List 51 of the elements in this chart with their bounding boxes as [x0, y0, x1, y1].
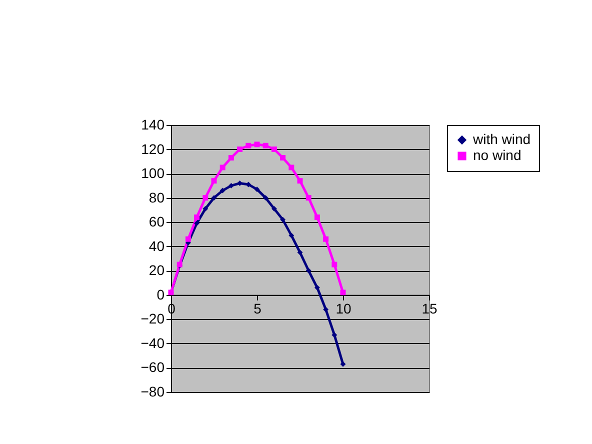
y-tick-label: −20 [140, 310, 165, 327]
point [202, 195, 208, 201]
legend-label: with wind [472, 131, 531, 147]
point [288, 164, 294, 170]
point [228, 155, 234, 161]
point [332, 262, 338, 268]
x-tick-label: 15 [422, 300, 438, 316]
point [211, 178, 217, 184]
point [202, 206, 208, 212]
point [194, 220, 200, 226]
y-tick-label: 80 [148, 189, 165, 206]
point [194, 214, 200, 220]
y-tick-label: −60 [140, 359, 165, 376]
point [220, 164, 226, 170]
point [297, 178, 303, 184]
y-tick-label: 60 [148, 214, 165, 230]
point [340, 290, 346, 296]
y-tick-label: 140 [141, 116, 165, 132]
legend-label: no wind [473, 147, 522, 163]
point [271, 146, 277, 152]
point [314, 284, 320, 290]
point [185, 236, 191, 242]
y-tick-label: 0 [156, 286, 165, 302]
point [306, 268, 312, 274]
point [254, 142, 260, 148]
point [297, 250, 303, 256]
point [323, 306, 329, 312]
point [314, 214, 320, 220]
point [332, 332, 338, 338]
y-tick-label: 40 [148, 238, 165, 254]
y-tick-label: 100 [141, 165, 165, 182]
point [262, 195, 268, 201]
point [262, 142, 268, 148]
y-tick-label: 120 [141, 140, 165, 157]
point [323, 236, 329, 242]
y-tick-label: −80 [140, 384, 165, 400]
y-tick-label: −40 [140, 334, 165, 351]
point [280, 216, 286, 222]
point [246, 142, 252, 148]
point [220, 188, 226, 194]
x-tick-label: 10 [336, 300, 352, 316]
point [228, 182, 234, 188]
point [280, 155, 286, 161]
point [306, 195, 312, 201]
point [271, 206, 277, 212]
point [237, 146, 243, 152]
point [254, 186, 260, 192]
point [288, 232, 294, 238]
y-tick-label: 20 [148, 262, 165, 278]
x-tick-label: 5 [254, 300, 262, 316]
point [211, 195, 217, 201]
